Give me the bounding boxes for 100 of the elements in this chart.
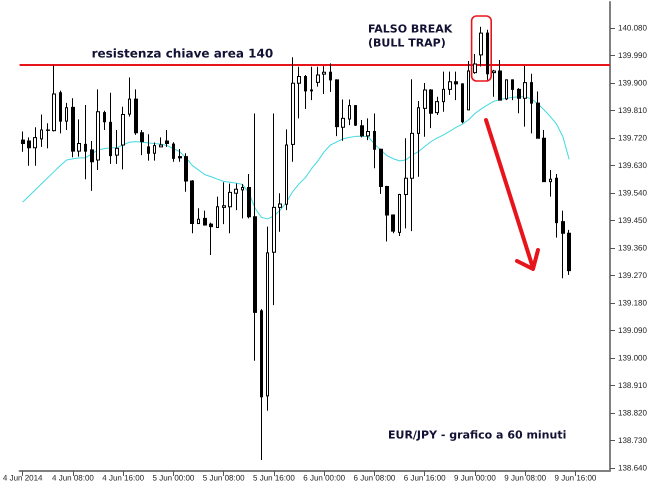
candlestick — [234, 182, 238, 211]
candlestick — [536, 91, 540, 139]
ref-line-label: resistenza chiave area 140 — [92, 46, 274, 61]
candlestick — [404, 138, 408, 229]
candlestick — [417, 100, 420, 178]
x-tick-label: 9 Jun 16:00 — [554, 474, 597, 482]
candlestick — [84, 104, 87, 180]
candlestick — [549, 170, 552, 198]
x-tick-label: 6 Jun 00:00 — [303, 474, 346, 482]
candlestick — [423, 82, 427, 138]
candlestick — [59, 90, 62, 134]
candlestick — [461, 82, 464, 124]
y-tick-label: 139.900 — [618, 78, 648, 88]
x-tick-label: 9 Jun 08:00 — [504, 474, 547, 482]
y-tick-label: 138.640 — [618, 463, 648, 472]
candlestick — [360, 119, 364, 138]
candlestick — [147, 134, 150, 162]
candlestick — [121, 106, 125, 170]
candlestick — [153, 142, 156, 162]
candlestick — [33, 126, 37, 166]
candlestick — [197, 208, 200, 225]
candlestick — [530, 73, 533, 134]
y-tick-label: 139.990 — [618, 50, 648, 60]
candlestick — [103, 110, 106, 131]
y-tick-label: 140.080 — [618, 23, 648, 32]
candlestick — [172, 142, 175, 162]
candlestick — [165, 130, 169, 148]
candlestick — [253, 113, 257, 362]
candlestick — [216, 196, 219, 228]
x-tick-label: 9 Jun 00:00 — [454, 474, 496, 482]
candlestick — [40, 114, 43, 148]
candlestick — [385, 185, 389, 242]
candlestick — [178, 148, 182, 162]
y-tick-label: 139.090 — [618, 326, 648, 335]
x-tick-label: 4 Jun 2014 — [2, 474, 44, 482]
candlestick — [21, 131, 25, 152]
candlestick — [454, 71, 458, 101]
y-tick-label: 139.180 — [618, 298, 648, 308]
candlestick — [128, 76, 131, 118]
candlestick — [134, 88, 138, 136]
candlestick — [266, 226, 269, 412]
candlestick — [492, 69, 496, 98]
candlestick — [52, 65, 56, 132]
candlestick — [366, 118, 370, 141]
candlestick — [109, 92, 112, 164]
x-tick-label: 4 Jun 16:00 — [102, 474, 145, 482]
candlestick — [65, 102, 68, 131]
candlestick — [304, 74, 307, 110]
candlestick — [448, 71, 452, 96]
candlestick — [561, 210, 565, 279]
candlestick — [373, 113, 376, 169]
candlestick — [391, 214, 395, 234]
candlestick — [241, 184, 244, 219]
candlestick — [517, 88, 521, 114]
x-tick-label: 6 Jun 08:00 — [354, 474, 396, 482]
candlestick — [247, 174, 251, 219]
candlestick — [555, 174, 558, 238]
candlestick — [184, 152, 188, 192]
candlestick — [348, 98, 351, 126]
candlestick — [435, 96, 439, 116]
candlestick — [511, 78, 514, 101]
candlestick — [442, 71, 445, 112]
candlestick — [228, 182, 232, 234]
candlestick — [322, 66, 326, 94]
candlestick — [278, 192, 282, 232]
candlestick — [310, 66, 313, 101]
candlestick — [498, 60, 502, 101]
candlestick — [467, 60, 470, 110]
candlestick — [542, 130, 546, 182]
candlestick — [341, 98, 345, 142]
candlestick — [159, 136, 163, 148]
candlestick — [486, 29, 489, 80]
candlestick — [96, 88, 100, 171]
candlestick — [473, 53, 477, 74]
candlestick — [479, 26, 483, 67]
candlestick — [190, 180, 194, 234]
x-tick-label: 5 Jun 08:00 — [202, 474, 246, 482]
candlestick — [203, 210, 207, 226]
candlestick — [297, 66, 301, 119]
y-tick-label: 139.630 — [618, 160, 648, 170]
candlestick — [115, 130, 119, 164]
candlestick — [272, 113, 276, 306]
candlestick — [285, 128, 288, 211]
candlestick — [316, 66, 320, 88]
y-tick-label: 139.000 — [618, 353, 648, 362]
y-tick-label: 139.810 — [618, 106, 648, 115]
candlestick — [27, 136, 31, 166]
candlestick — [209, 222, 213, 256]
candlestick — [567, 229, 571, 276]
y-tick-label: 139.720 — [618, 133, 648, 142]
annotation: FALSO BREAK (BULL TRAP) — [368, 22, 453, 50]
candlestick — [90, 140, 94, 192]
candlestick — [329, 62, 332, 92]
candlestick — [291, 56, 295, 162]
y-tick-label: 139.360 — [618, 243, 648, 252]
x-tick-label: 5 Jun 16:00 — [253, 474, 296, 482]
annotation: EUR/JPY - grafico a 60 minuti — [388, 428, 566, 442]
candlestick — [505, 78, 508, 101]
x-tick-label: 4 Jun 08:00 — [52, 474, 94, 482]
candlestick — [410, 78, 414, 232]
